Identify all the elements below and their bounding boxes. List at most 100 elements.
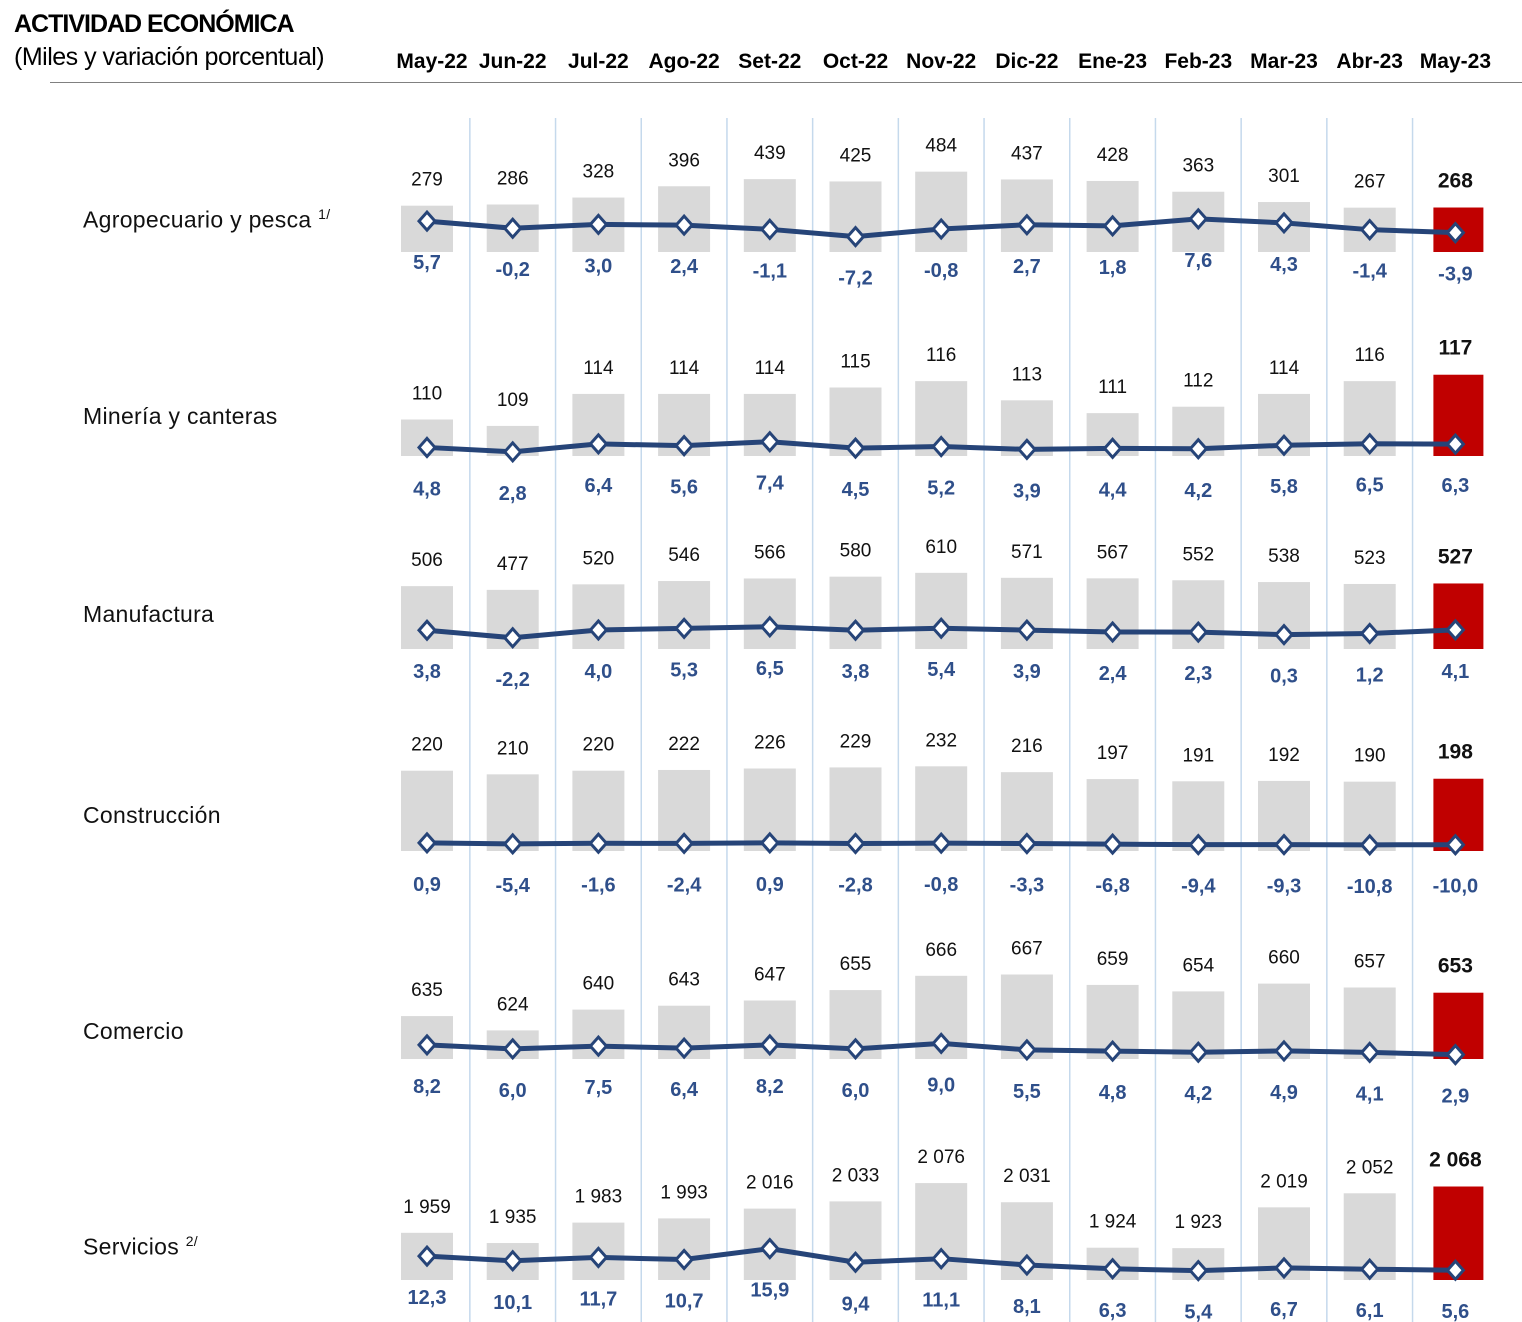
pct-label: -2,8 bbox=[838, 874, 872, 896]
diamond-marker bbox=[1273, 433, 1295, 457]
row-label-comercio: Comercio bbox=[83, 1018, 184, 1045]
value-label: 115 bbox=[840, 352, 870, 373]
pct-label: 4,0 bbox=[584, 661, 612, 683]
pct-label: 3,0 bbox=[584, 255, 612, 277]
value-label: 116 bbox=[1355, 345, 1385, 366]
pct-label: 3,8 bbox=[413, 661, 441, 683]
diamond-marker bbox=[416, 209, 438, 233]
value-label: 222 bbox=[668, 734, 700, 755]
diamond-marker bbox=[759, 218, 780, 241]
diamond-marker bbox=[588, 432, 609, 456]
chart-title: ACTIVIDAD ECONÓMICA bbox=[14, 10, 295, 38]
row-label-text: Comercio bbox=[83, 1018, 184, 1044]
diamond-marker bbox=[845, 618, 866, 642]
row-label-text: Agropecuario y pesca bbox=[83, 206, 312, 233]
value-label: 484 bbox=[925, 136, 957, 157]
value-label: 640 bbox=[583, 974, 615, 995]
diamond-marker bbox=[588, 1034, 609, 1058]
value-label: 523 bbox=[1354, 548, 1386, 569]
pct-label: 5,5 bbox=[1013, 1081, 1041, 1103]
diamond-marker bbox=[1188, 437, 1209, 461]
value-label: 1 959 bbox=[403, 1197, 451, 1218]
pct-label: -2,2 bbox=[495, 669, 529, 691]
pct-label: 4,1 bbox=[1356, 1083, 1384, 1105]
value-label: 396 bbox=[668, 150, 700, 171]
pct-label: 0,9 bbox=[413, 874, 441, 896]
diamond-marker bbox=[1359, 622, 1380, 645]
pct-label: -0,8 bbox=[924, 874, 958, 896]
pct-label: 7,5 bbox=[584, 1077, 612, 1099]
pct-label: 5,3 bbox=[670, 659, 698, 681]
pct-label: -10,8 bbox=[1347, 876, 1393, 898]
pct-label: 10,7 bbox=[665, 1291, 704, 1313]
pct-label: 1,8 bbox=[1099, 257, 1127, 279]
pct-label: 15,9 bbox=[750, 1280, 789, 1302]
diamond-marker bbox=[1273, 1039, 1295, 1063]
value-label: 114 bbox=[1269, 358, 1300, 379]
pct-label: 6,0 bbox=[499, 1080, 527, 1102]
row-label-servicios: Servicios 2/ bbox=[83, 1233, 198, 1261]
pct-label: -9,4 bbox=[1181, 876, 1216, 898]
diamond-marker bbox=[502, 626, 523, 650]
pct-label: 7,6 bbox=[1184, 250, 1212, 272]
header-divider bbox=[50, 82, 1522, 83]
value-label: 552 bbox=[1182, 544, 1214, 565]
diamond-marker bbox=[588, 618, 609, 642]
value-label: 2 052 bbox=[1346, 1157, 1394, 1178]
pct-label: -3,3 bbox=[1010, 875, 1044, 897]
diamond-marker bbox=[1359, 1257, 1380, 1281]
chart-subtitle: (Miles y variación porcentual) bbox=[14, 43, 325, 71]
diamond-marker bbox=[1188, 833, 1209, 856]
diamond-marker bbox=[1102, 1039, 1123, 1063]
value-label: 538 bbox=[1268, 546, 1300, 567]
month-header: May-22 bbox=[396, 50, 467, 73]
diamond-marker bbox=[845, 1037, 866, 1061]
diamond-marker bbox=[674, 832, 695, 855]
diamond-marker bbox=[674, 1248, 695, 1271]
month-header: Set-22 bbox=[738, 50, 801, 73]
pct-label: 4,8 bbox=[1099, 1082, 1127, 1104]
pct-label: 2,8 bbox=[499, 483, 527, 505]
pct-label: 6,3 bbox=[1441, 475, 1469, 497]
value-label: 220 bbox=[411, 735, 443, 756]
value-label: 197 bbox=[1097, 743, 1129, 764]
pct-label: -2,4 bbox=[667, 874, 702, 896]
diamond-marker bbox=[845, 225, 866, 248]
pct-label: -5,4 bbox=[495, 875, 530, 897]
diamond-marker bbox=[931, 1247, 952, 1270]
value-label: 2 068 bbox=[1429, 1149, 1482, 1172]
value-label: 116 bbox=[926, 345, 956, 366]
diamond-marker bbox=[1016, 213, 1037, 237]
month-header: Jul-22 bbox=[568, 50, 629, 73]
value-label: 114 bbox=[583, 358, 614, 379]
pct-label: 6,7 bbox=[1270, 1299, 1298, 1321]
pct-label: 4,8 bbox=[413, 478, 441, 500]
pct-label: 8,2 bbox=[413, 1076, 441, 1098]
diamond-marker bbox=[1445, 1043, 1466, 1066]
diamond-marker bbox=[1445, 618, 1466, 642]
pct-label: -7,2 bbox=[838, 268, 872, 290]
value-label: 1 983 bbox=[575, 1187, 623, 1208]
pct-label: 5,8 bbox=[1270, 476, 1298, 498]
value-label: 506 bbox=[411, 550, 443, 571]
diamond-marker bbox=[416, 831, 438, 855]
value-label: 2 076 bbox=[917, 1147, 965, 1168]
value-label: 654 bbox=[1182, 955, 1214, 976]
pct-label: -1,1 bbox=[753, 260, 787, 282]
diamond-marker bbox=[1016, 618, 1037, 642]
diamond-marker bbox=[759, 1033, 780, 1057]
pct-label: 6,3 bbox=[1099, 1300, 1127, 1322]
pct-label: 3,8 bbox=[842, 661, 870, 683]
pct-label: 5,6 bbox=[670, 477, 698, 499]
value-label: 653 bbox=[1438, 955, 1473, 978]
pct-label: 4,2 bbox=[1184, 480, 1212, 502]
diamond-marker bbox=[1102, 214, 1123, 238]
value-label: 210 bbox=[497, 738, 529, 759]
diamond-marker bbox=[1188, 620, 1209, 644]
value-label: 267 bbox=[1354, 172, 1386, 193]
pct-label: 5,4 bbox=[1184, 1302, 1213, 1322]
highlight-bar bbox=[1433, 583, 1484, 649]
value-label: 328 bbox=[583, 162, 615, 183]
diamond-marker bbox=[1188, 1040, 1209, 1064]
pct-label: 4,5 bbox=[842, 479, 870, 501]
